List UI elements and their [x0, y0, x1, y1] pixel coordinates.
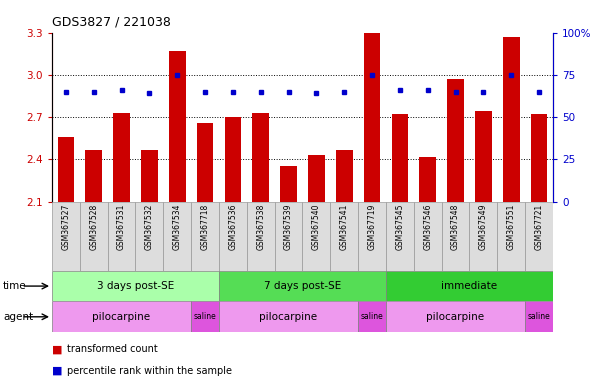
- Bar: [308, 155, 324, 202]
- Bar: [274, 202, 302, 271]
- Bar: [392, 114, 408, 202]
- Text: GSM367534: GSM367534: [173, 204, 181, 250]
- Bar: [525, 202, 553, 271]
- Text: GSM367531: GSM367531: [117, 204, 126, 250]
- Bar: [80, 202, 108, 271]
- Text: GSM367541: GSM367541: [340, 204, 349, 250]
- Bar: [86, 149, 102, 202]
- Bar: [191, 301, 219, 332]
- Bar: [358, 202, 386, 271]
- Bar: [197, 123, 213, 202]
- Text: GSM367540: GSM367540: [312, 204, 321, 250]
- Bar: [136, 202, 163, 271]
- Bar: [169, 51, 186, 202]
- Bar: [358, 301, 386, 332]
- Bar: [331, 202, 358, 271]
- Text: percentile rank within the sample: percentile rank within the sample: [67, 366, 232, 376]
- Text: GSM367719: GSM367719: [368, 204, 376, 250]
- Bar: [525, 301, 553, 332]
- Bar: [52, 202, 80, 271]
- Bar: [191, 202, 219, 271]
- Bar: [52, 271, 219, 301]
- Text: 3 days post-SE: 3 days post-SE: [97, 281, 174, 291]
- Bar: [447, 79, 464, 202]
- Text: saline: saline: [360, 312, 384, 321]
- Bar: [57, 137, 74, 202]
- Bar: [503, 37, 519, 202]
- Bar: [252, 113, 269, 202]
- Text: GSM367545: GSM367545: [395, 204, 404, 250]
- Text: GSM367527: GSM367527: [61, 204, 70, 250]
- Bar: [386, 271, 553, 301]
- Text: GSM367551: GSM367551: [507, 204, 516, 250]
- Bar: [475, 111, 492, 202]
- Text: GSM367721: GSM367721: [535, 204, 544, 250]
- Bar: [219, 301, 358, 332]
- Bar: [442, 202, 469, 271]
- Bar: [364, 33, 381, 202]
- Text: GSM367548: GSM367548: [451, 204, 460, 250]
- Bar: [52, 301, 191, 332]
- Text: GSM367528: GSM367528: [89, 204, 98, 250]
- Text: ■: ■: [52, 366, 62, 376]
- Bar: [469, 202, 497, 271]
- Text: GSM367536: GSM367536: [229, 204, 237, 250]
- Text: immediate: immediate: [441, 281, 497, 291]
- Text: transformed count: transformed count: [67, 344, 158, 354]
- Text: GDS3827 / 221038: GDS3827 / 221038: [52, 16, 171, 29]
- Bar: [224, 117, 241, 202]
- Text: time: time: [3, 281, 27, 291]
- Text: GSM367538: GSM367538: [256, 204, 265, 250]
- Bar: [163, 202, 191, 271]
- Bar: [414, 202, 442, 271]
- Bar: [280, 166, 297, 202]
- Bar: [247, 202, 274, 271]
- Bar: [336, 149, 353, 202]
- Bar: [497, 202, 525, 271]
- Text: saline: saline: [194, 312, 216, 321]
- Bar: [531, 114, 547, 202]
- Text: GSM367539: GSM367539: [284, 204, 293, 250]
- Text: ■: ■: [52, 344, 62, 354]
- Text: pilocarpine: pilocarpine: [92, 312, 150, 322]
- Bar: [219, 202, 247, 271]
- Text: GSM367718: GSM367718: [200, 204, 210, 250]
- Bar: [219, 271, 386, 301]
- Bar: [386, 202, 414, 271]
- Bar: [386, 301, 525, 332]
- Text: GSM367546: GSM367546: [423, 204, 432, 250]
- Text: pilocarpine: pilocarpine: [426, 312, 485, 322]
- Text: 7 days post-SE: 7 days post-SE: [264, 281, 341, 291]
- Bar: [302, 202, 331, 271]
- Text: agent: agent: [3, 312, 33, 322]
- Text: GSM367549: GSM367549: [479, 204, 488, 250]
- Bar: [108, 202, 136, 271]
- Text: saline: saline: [528, 312, 551, 321]
- Text: pilocarpine: pilocarpine: [260, 312, 318, 322]
- Bar: [113, 113, 130, 202]
- Bar: [141, 149, 158, 202]
- Text: GSM367532: GSM367532: [145, 204, 154, 250]
- Bar: [419, 157, 436, 202]
